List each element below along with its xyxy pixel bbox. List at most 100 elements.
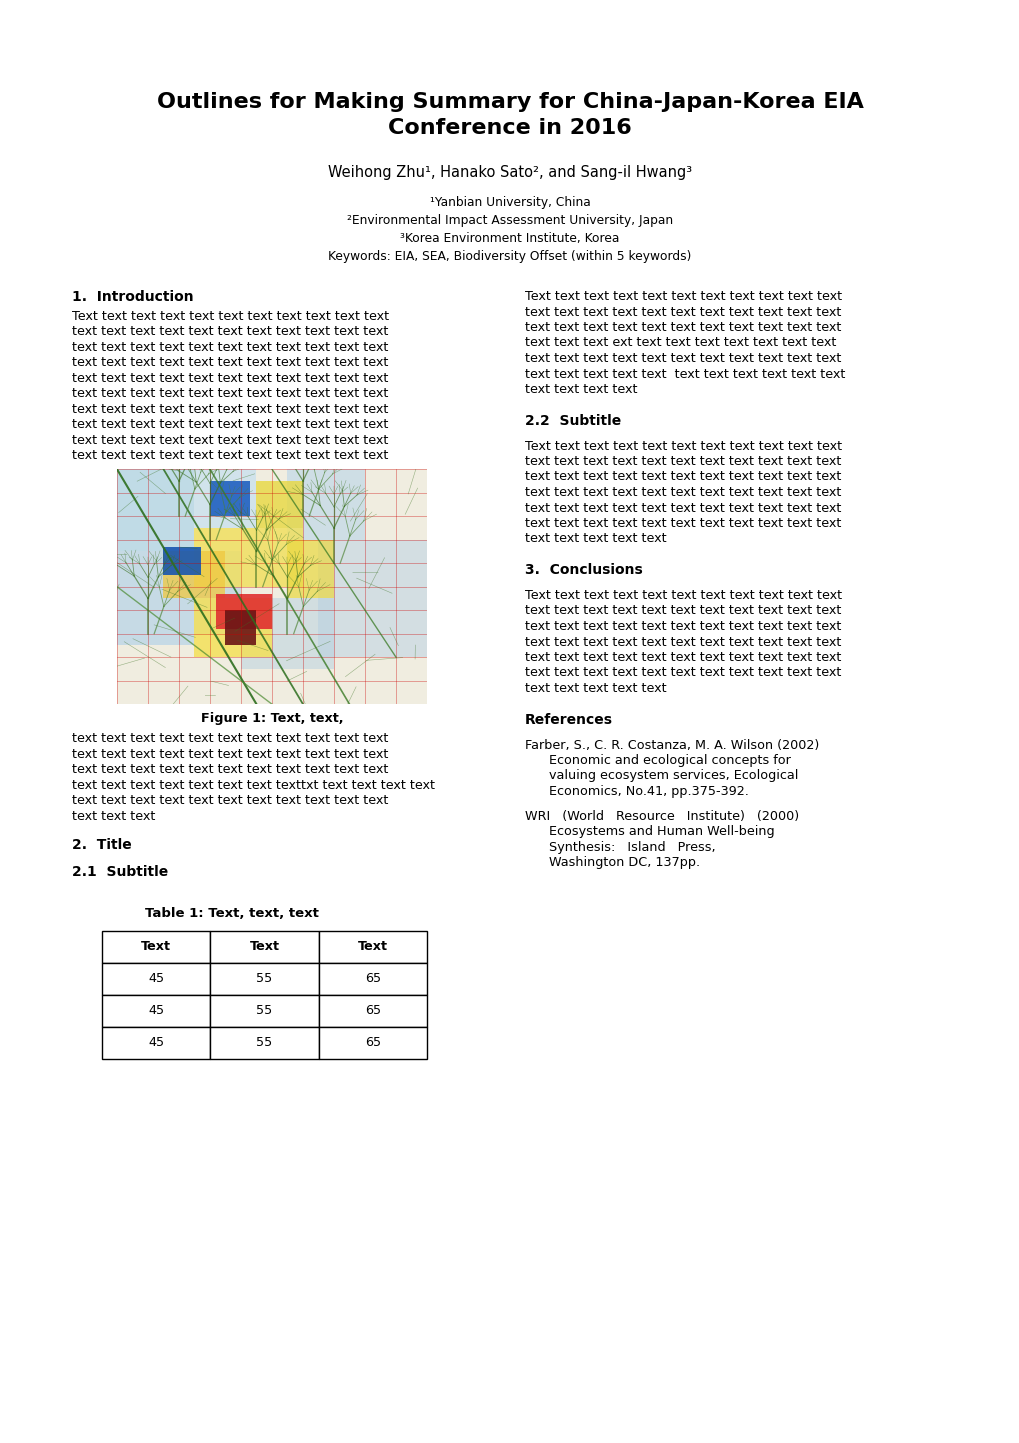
Text: valuing ecosystem services, Ecological: valuing ecosystem services, Ecological: [525, 769, 798, 782]
Text: 45: 45: [148, 973, 164, 986]
Bar: [102, 931, 210, 962]
Text: 65: 65: [365, 973, 380, 986]
Text: text text text text text text text text text text text: text text text text text text text text …: [72, 733, 388, 746]
Bar: [210, 962, 318, 994]
Bar: [195, 599, 272, 657]
Text: text text text text text text text text text text text: text text text text text text text text …: [72, 387, 388, 400]
Text: text text text text text  text text text text text text: text text text text text text text text …: [525, 368, 845, 381]
Text: text text text text: text text text text: [525, 382, 637, 395]
Bar: [210, 481, 250, 517]
Text: Washington DC, 137pp.: Washington DC, 137pp.: [525, 856, 699, 869]
Text: text text text text text text text text text text text: text text text text text text text text …: [525, 470, 841, 483]
Text: text text text text text text text text text text text: text text text text text text text text …: [525, 320, 841, 333]
Bar: [225, 610, 256, 645]
Bar: [256, 481, 303, 528]
Text: text text text text text text text text text text text: text text text text text text text text …: [525, 605, 841, 618]
Bar: [318, 962, 427, 994]
Text: 55: 55: [256, 1004, 272, 1017]
Bar: [210, 931, 318, 962]
Bar: [163, 551, 225, 599]
Text: text text text text text: text text text text text: [525, 532, 666, 545]
Text: Economic and ecological concepts for: Economic and ecological concepts for: [525, 755, 790, 768]
Bar: [210, 994, 318, 1027]
Text: text text text text text: text text text text text: [525, 683, 666, 696]
Text: Table 1: Text, text, text: Table 1: Text, text, text: [145, 908, 319, 921]
Text: Keywords: EIA, SEA, Biodiversity Offset (within 5 keywords): Keywords: EIA, SEA, Biodiversity Offset …: [328, 250, 691, 263]
Text: Outlines for Making Summary for China-Japan-Korea EIA: Outlines for Making Summary for China-Ja…: [156, 92, 863, 113]
Text: text text text text text text text text text text text: text text text text text text text text …: [525, 620, 841, 633]
Bar: [102, 1027, 210, 1059]
Text: Farber, S., C. R. Costanza, M. A. Wilson (2002): Farber, S., C. R. Costanza, M. A. Wilson…: [525, 739, 818, 752]
Text: 1.  Introduction: 1. Introduction: [72, 290, 194, 304]
Bar: [318, 931, 427, 962]
Text: text text text text text text text text text text text: text text text text text text text text …: [72, 403, 388, 416]
Text: text text text text text text text text text text text: text text text text text text text text …: [525, 486, 841, 499]
Text: Synthesis:   Island   Press,: Synthesis: Island Press,: [525, 841, 715, 854]
Bar: [318, 540, 427, 657]
Text: 2.1  Subtitle: 2.1 Subtitle: [72, 864, 168, 879]
Text: text text text text text text text text text text text: text text text text text text text text …: [72, 449, 388, 462]
Text: text text text text text text text text text text text: text text text text text text text text …: [525, 651, 841, 664]
Bar: [102, 962, 210, 994]
Text: text text text text text text text text text text text: text text text text text text text text …: [72, 763, 388, 776]
Text: 45: 45: [148, 1036, 164, 1049]
Text: text text text text text text text text text text text: text text text text text text text text …: [72, 794, 388, 807]
Bar: [287, 469, 365, 540]
Bar: [195, 469, 256, 528]
Bar: [163, 547, 201, 574]
Text: text text text text text text text text text text text: text text text text text text text text …: [525, 635, 841, 648]
Text: text text text text text text text text text text text: text text text text text text text text …: [72, 341, 388, 354]
Bar: [195, 551, 240, 633]
Text: text text text ext text text text text text text text: text text text ext text text text text t…: [525, 336, 836, 349]
Text: WRI   (World   Resource   Institute)   (2000): WRI (World Resource Institute) (2000): [525, 810, 798, 823]
Text: Ecosystems and Human Well-being: Ecosystems and Human Well-being: [525, 825, 773, 838]
Text: text text text text text text text text text text text: text text text text text text text text …: [525, 352, 841, 365]
Text: 55: 55: [256, 973, 272, 986]
Text: 2.  Title: 2. Title: [72, 838, 131, 851]
Text: text text text text text text text text text text text: text text text text text text text text …: [72, 356, 388, 369]
Text: 3.  Conclusions: 3. Conclusions: [525, 564, 642, 577]
Bar: [117, 551, 195, 645]
Text: 45: 45: [148, 1004, 164, 1017]
Text: text text text text text text text text text text text: text text text text text text text text …: [525, 517, 841, 530]
Text: ³Korea Environment Institute, Korea: ³Korea Environment Institute, Korea: [399, 232, 620, 245]
Text: text text text text text text text text text text text: text text text text text text text text …: [72, 371, 388, 384]
Text: text text text text text text text text text text text: text text text text text text text text …: [525, 502, 841, 515]
Text: Conference in 2016: Conference in 2016: [388, 118, 631, 139]
Text: text text text text text text text text text text text: text text text text text text text text …: [72, 747, 388, 760]
Text: Text text text text text text text text text text text: Text text text text text text text text …: [525, 440, 842, 453]
Text: Figure 1: Text, text,: Figure 1: Text, text,: [201, 713, 343, 726]
Text: Text text text text text text text text text text text: Text text text text text text text text …: [525, 290, 842, 303]
Bar: [117, 469, 195, 551]
Text: Text: Text: [250, 941, 279, 954]
Bar: [195, 528, 303, 587]
Bar: [210, 1027, 318, 1059]
Text: Text text text text text text text text text text text: Text text text text text text text text …: [72, 310, 388, 323]
Text: 65: 65: [365, 1036, 380, 1049]
Bar: [318, 1027, 427, 1059]
Text: text text text: text text text: [72, 810, 155, 823]
Text: 55: 55: [256, 1036, 272, 1049]
Text: text text text text text text text text text text text: text text text text text text text text …: [525, 455, 841, 468]
Text: text text text text text text text text text text text: text text text text text text text text …: [72, 433, 388, 446]
Text: text text text text text text text text text text text: text text text text text text text text …: [72, 418, 388, 431]
Bar: [287, 540, 333, 599]
Text: ¹Yanbian University, China: ¹Yanbian University, China: [429, 196, 590, 209]
Text: Weihong Zhu¹, Hanako Sato², and Sang-il Hwang³: Weihong Zhu¹, Hanako Sato², and Sang-il …: [328, 165, 691, 180]
Text: 65: 65: [365, 1004, 380, 1017]
Text: text text text text text text text text text text text: text text text text text text text text …: [525, 667, 841, 680]
Text: text text text text text text text text text text text: text text text text text text text text …: [525, 306, 841, 319]
Bar: [216, 593, 272, 629]
Bar: [102, 994, 210, 1027]
Text: References: References: [525, 713, 612, 727]
Text: text text text text text text text texttxt text text text text: text text text text text text text textt…: [72, 779, 434, 792]
Bar: [318, 994, 427, 1027]
Text: Text text text text text text text text text text text: Text text text text text text text text …: [525, 589, 842, 602]
Text: ²Environmental Impact Assessment University, Japan: ²Environmental Impact Assessment Univers…: [346, 214, 673, 227]
Text: text text text text text text text text text text text: text text text text text text text text …: [72, 325, 388, 338]
Text: 2.2  Subtitle: 2.2 Subtitle: [525, 414, 621, 429]
Text: Text: Text: [358, 941, 387, 954]
Bar: [240, 599, 333, 670]
Text: Text: Text: [141, 941, 171, 954]
Text: Economics, No.41, pp.375-392.: Economics, No.41, pp.375-392.: [525, 785, 748, 798]
